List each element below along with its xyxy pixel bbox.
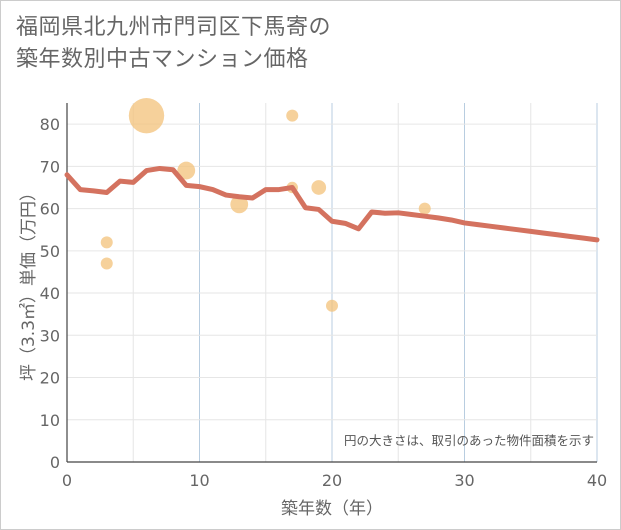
y-tick-label: 50 bbox=[40, 242, 60, 261]
scatter-point bbox=[418, 202, 431, 215]
x-tick-label: 0 bbox=[62, 471, 72, 490]
scatter-point bbox=[128, 97, 165, 134]
chart-title-line-2: 築年数別中古マンション価格 bbox=[16, 47, 309, 72]
chart-title-line-1: 福岡県北九州市門司区下馬寄の bbox=[16, 15, 332, 40]
scatter-point bbox=[100, 236, 113, 249]
y-tick-label: 60 bbox=[40, 200, 60, 219]
y-tick-label: 30 bbox=[40, 326, 60, 345]
y-tick-label: 40 bbox=[40, 284, 60, 303]
x-axis-title: 築年数（年） bbox=[281, 499, 383, 519]
chart-note: 円の大きさは、取引のあった物件面積を示す bbox=[344, 433, 594, 448]
scatter-point bbox=[326, 299, 338, 312]
trend-line bbox=[64, 165, 600, 243]
y-tick-label: 10 bbox=[40, 411, 60, 430]
scatter-point bbox=[100, 257, 113, 270]
x-tick-label: 40 bbox=[587, 471, 607, 490]
scatter-point bbox=[286, 109, 299, 122]
y-tick-label: 80 bbox=[40, 115, 60, 134]
x-tick-label: 30 bbox=[454, 471, 474, 490]
scatter-point bbox=[311, 180, 327, 195]
chart-title: 福岡県北九州市門司区下馬寄の 築年数別中古マンション価格 bbox=[16, 12, 331, 76]
scatter-point bbox=[230, 195, 249, 214]
y-tick-label: 0 bbox=[50, 453, 60, 472]
x-tick-label: 20 bbox=[322, 471, 342, 490]
y-axis-title: 坪（3.3㎡）単価（万円） bbox=[19, 184, 39, 381]
x-tick-label: 10 bbox=[189, 471, 209, 490]
y-tick-label: 20 bbox=[40, 369, 60, 388]
scatter-point bbox=[177, 161, 196, 180]
y-tick-label: 70 bbox=[40, 157, 60, 176]
